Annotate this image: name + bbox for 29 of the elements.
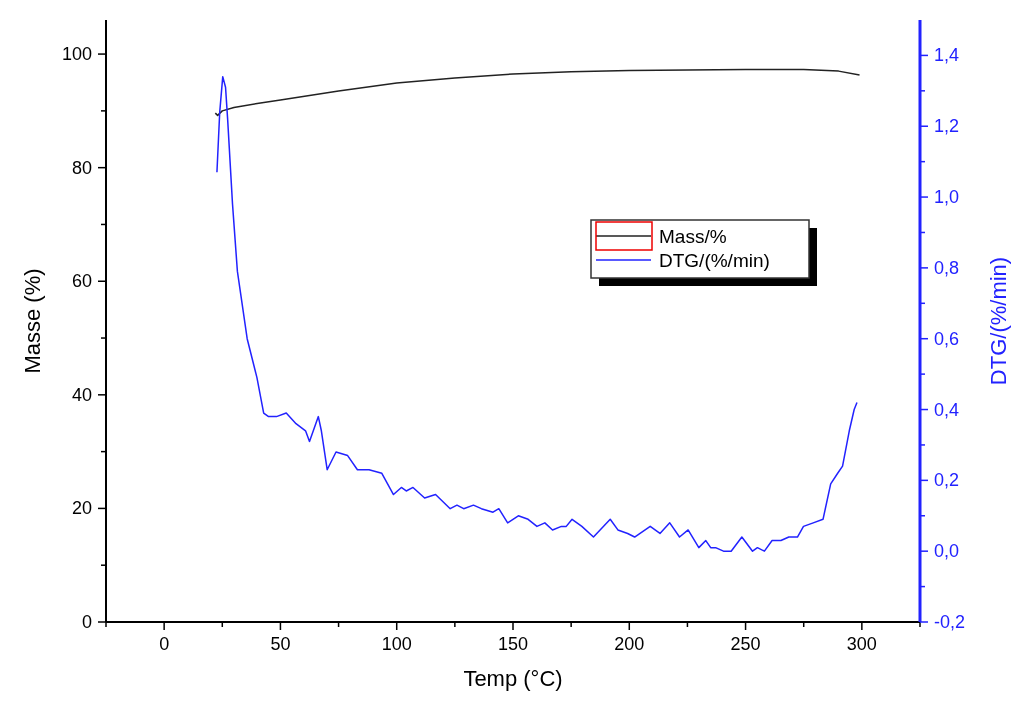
x-tick-label: 250 (730, 634, 761, 654)
x-tick-label: 0 (159, 634, 170, 654)
y-tick-label: 60 (71, 271, 92, 292)
y-tick-label: 40 (71, 384, 92, 405)
y2-tick-label: 0,6 (934, 328, 960, 349)
legend-label: DTG/(%/min) (659, 250, 770, 271)
x-tick-label: 50 (270, 634, 291, 654)
x-tick-label: 150 (497, 634, 529, 654)
y2-tick-label: -0,2 (934, 612, 966, 632)
x-tick-label: 200 (614, 634, 645, 654)
y2-tick-label: 0,8 (934, 257, 960, 278)
y2-tick-label: 1,0 (934, 187, 960, 208)
x-axis-title: Temp (°C) (463, 666, 563, 691)
y2-tick-label: 0,4 (934, 399, 960, 420)
y2-tick-label: 1,2 (934, 116, 960, 137)
y2-axis-title: DTG/(%/min) (986, 256, 1011, 386)
y-tick-label: 80 (71, 157, 92, 178)
line-series (214, 68, 861, 117)
y2-tick-label: 1,4 (934, 45, 960, 66)
line-series (216, 75, 858, 552)
y2-tick-label: 0,0 (934, 541, 960, 562)
y-tick-label: 100 (61, 44, 92, 65)
y-tick-label: 0 (81, 612, 92, 632)
x-tick-label: 300 (846, 634, 877, 654)
y-tick-label: 20 (71, 498, 92, 519)
y2-tick-label: 0,2 (934, 470, 960, 491)
x-tick-label: 100 (381, 634, 412, 654)
y-axis-title: Masse (%) (20, 268, 45, 374)
legend-label: Mass/% (659, 226, 727, 247)
